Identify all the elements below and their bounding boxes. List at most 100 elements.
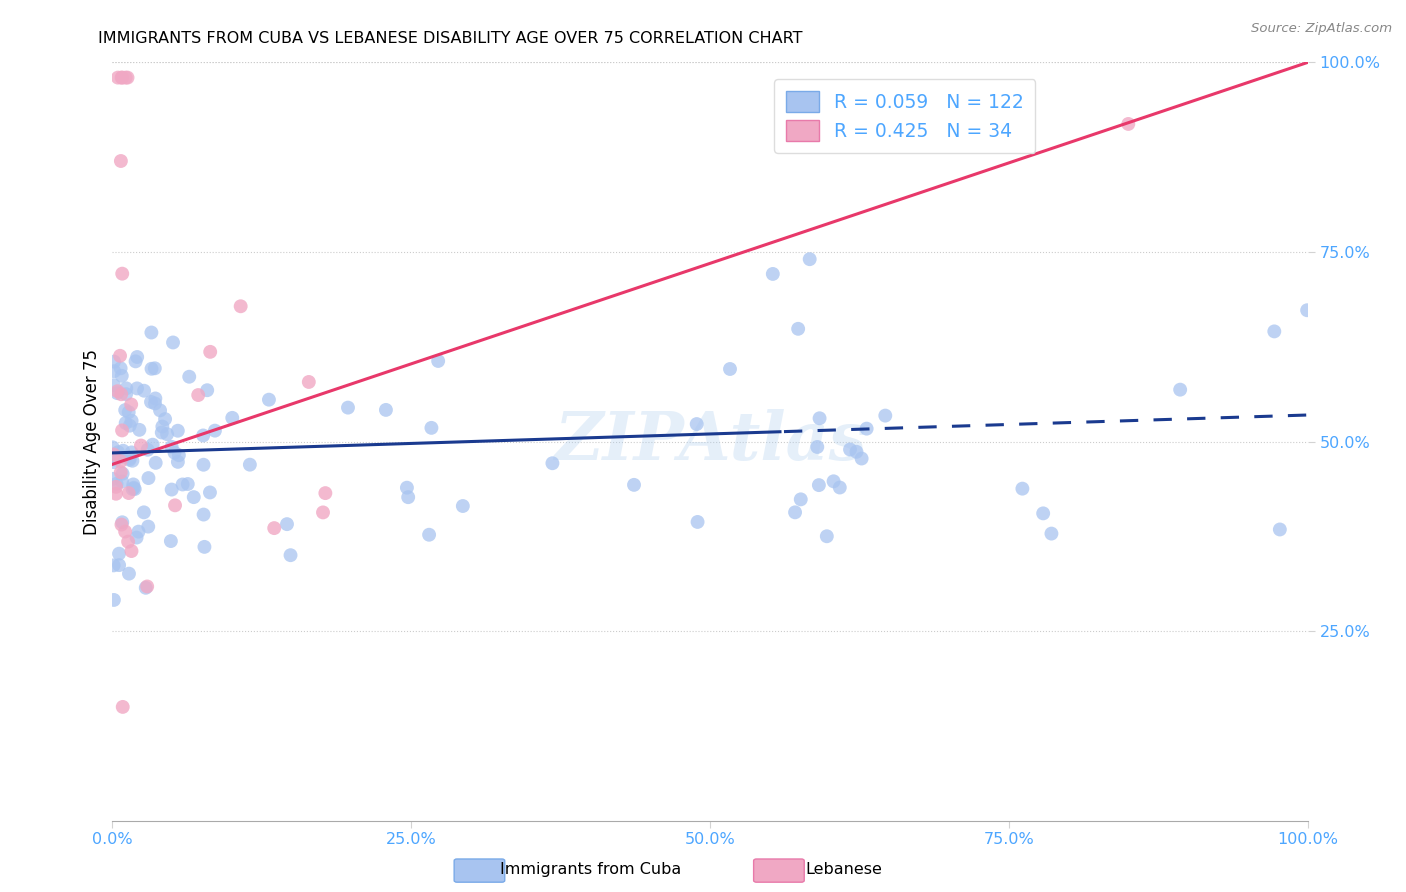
Immigrants from Cuba	[839, 442, 862, 457]
Immigrants from Cuba	[875, 409, 897, 423]
Immigrants from Cuba	[105, 476, 128, 491]
Immigrants from Cuba	[128, 423, 150, 437]
Immigrants from Cuba	[167, 448, 190, 462]
Immigrants from Cuba	[686, 515, 709, 529]
Lebanese	[117, 534, 139, 549]
Immigrants from Cuba	[135, 581, 157, 595]
Immigrants from Cuba	[110, 450, 132, 464]
Lebanese	[312, 505, 335, 519]
Immigrants from Cuba	[150, 425, 173, 440]
Immigrants from Cuba	[183, 490, 205, 504]
Immigrants from Cuba	[418, 527, 440, 541]
Immigrants from Cuba	[790, 492, 813, 507]
Immigrants from Cuba	[193, 458, 215, 472]
Immigrants from Cuba	[337, 401, 360, 415]
Text: Immigrants from Cuba: Immigrants from Cuba	[501, 863, 681, 877]
Lebanese	[117, 70, 139, 85]
Immigrants from Cuba	[257, 392, 280, 407]
Immigrants from Cuba	[127, 350, 149, 364]
Immigrants from Cuba	[118, 451, 141, 466]
Immigrants from Cuba	[851, 451, 873, 466]
Lebanese	[314, 486, 336, 500]
Immigrants from Cuba	[783, 505, 806, 519]
Immigrants from Cuba	[125, 531, 148, 545]
Lebanese	[111, 70, 134, 85]
Immigrants from Cuba	[623, 478, 645, 492]
Immigrants from Cuba	[138, 471, 160, 485]
Immigrants from Cuba	[1168, 383, 1191, 397]
Lebanese	[110, 153, 132, 168]
Text: IMMIGRANTS FROM CUBA VS LEBANESE DISABILITY AGE OVER 75 CORRELATION CHART: IMMIGRANTS FROM CUBA VS LEBANESE DISABIL…	[98, 31, 803, 46]
Immigrants from Cuba	[823, 475, 845, 489]
Immigrants from Cuba	[107, 445, 129, 459]
Immigrants from Cuba	[103, 364, 125, 378]
Immigrants from Cuba	[118, 566, 141, 581]
Immigrants from Cuba	[153, 412, 176, 426]
Immigrants from Cuba	[160, 440, 183, 454]
Lebanese	[111, 699, 134, 714]
Lebanese	[114, 70, 136, 85]
Immigrants from Cuba	[141, 361, 163, 376]
Lebanese	[136, 579, 159, 593]
Immigrants from Cuba	[104, 452, 127, 467]
Immigrants from Cuba	[808, 411, 831, 425]
Immigrants from Cuba	[101, 472, 124, 486]
Immigrants from Cuba	[1032, 507, 1054, 521]
Immigrants from Cuba	[806, 440, 828, 454]
Text: Source: ZipAtlas.com: Source: ZipAtlas.com	[1251, 22, 1392, 36]
Lebanese	[105, 480, 128, 494]
Lebanese	[110, 454, 132, 468]
Immigrants from Cuba	[115, 387, 138, 401]
Immigrants from Cuba	[114, 403, 136, 417]
Immigrants from Cuba	[143, 396, 166, 410]
Lebanese	[107, 384, 129, 399]
Immigrants from Cuba	[395, 481, 418, 495]
Text: ZIPAtlas: ZIPAtlas	[554, 409, 866, 474]
Immigrants from Cuba	[845, 444, 868, 458]
Immigrants from Cuba	[141, 326, 163, 340]
Lebanese	[107, 70, 129, 85]
Immigrants from Cuba	[855, 422, 877, 436]
Lebanese	[1118, 117, 1140, 131]
Immigrants from Cuba	[111, 467, 134, 481]
Lebanese	[200, 344, 222, 359]
Immigrants from Cuba	[125, 381, 148, 395]
Immigrants from Cuba	[111, 475, 134, 489]
Immigrants from Cuba	[718, 362, 741, 376]
Immigrants from Cuba	[118, 405, 141, 419]
Immigrants from Cuba	[110, 361, 132, 376]
Immigrants from Cuba	[145, 456, 167, 470]
Immigrants from Cuba	[115, 381, 138, 395]
Immigrants from Cuba	[132, 505, 155, 519]
Immigrants from Cuba	[195, 383, 218, 397]
Y-axis label: Disability Age Over 75: Disability Age Over 75	[83, 349, 101, 534]
Immigrants from Cuba	[143, 361, 166, 376]
Immigrants from Cuba	[179, 369, 201, 384]
Immigrants from Cuba	[1040, 526, 1063, 541]
Lebanese	[110, 465, 132, 479]
Immigrants from Cuba	[807, 478, 830, 492]
Immigrants from Cuba	[111, 368, 134, 383]
Immigrants from Cuba	[111, 516, 134, 530]
Immigrants from Cuba	[163, 445, 186, 459]
Lebanese	[118, 486, 141, 500]
Immigrants from Cuba	[239, 458, 262, 472]
Immigrants from Cuba	[121, 414, 143, 428]
Immigrants from Cuba	[103, 593, 125, 607]
Immigrants from Cuba	[276, 517, 298, 532]
Immigrants from Cuba	[172, 477, 194, 491]
Immigrants from Cuba	[124, 482, 146, 496]
Immigrants from Cuba	[108, 558, 131, 573]
Immigrants from Cuba	[799, 252, 821, 267]
Immigrants from Cuba	[150, 419, 173, 434]
Lebanese	[111, 70, 134, 85]
Immigrants from Cuba	[198, 485, 221, 500]
Immigrants from Cuba	[114, 416, 136, 430]
Lebanese	[114, 524, 136, 539]
Lebanese	[165, 499, 187, 513]
Immigrants from Cuba	[541, 456, 564, 470]
Immigrants from Cuba	[121, 482, 143, 496]
Immigrants from Cuba	[193, 428, 215, 442]
Immigrants from Cuba	[121, 445, 143, 459]
Lebanese	[108, 349, 131, 363]
